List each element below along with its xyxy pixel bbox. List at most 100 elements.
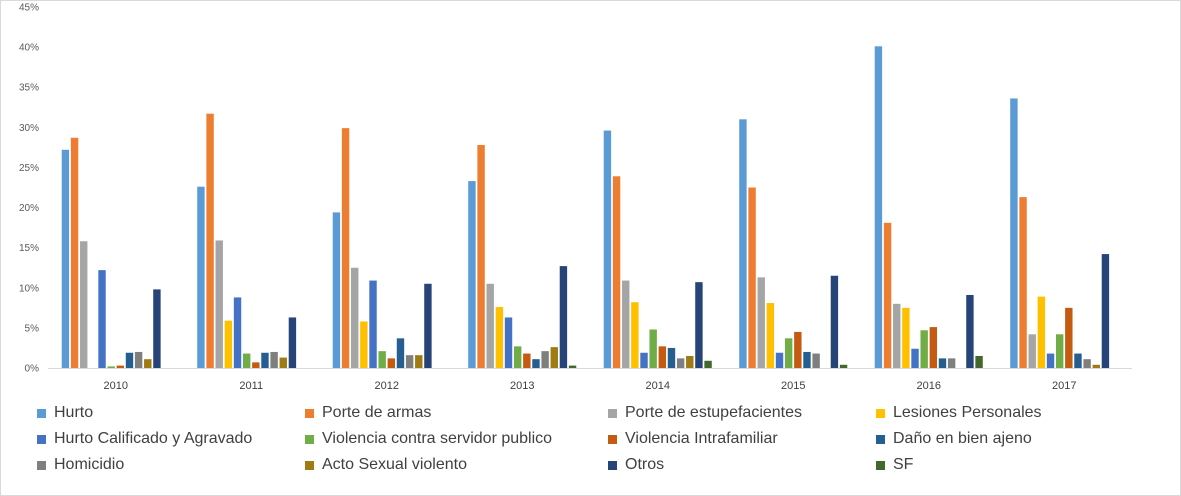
legend-swatch xyxy=(37,434,46,444)
legend-swatch xyxy=(37,460,46,470)
bar xyxy=(874,46,883,368)
y-tick-label: 5% xyxy=(25,323,40,334)
y-tick-label: 25% xyxy=(19,163,39,174)
bar xyxy=(224,320,233,368)
bar xyxy=(125,352,134,368)
bar xyxy=(631,302,639,368)
x-category-label: 2014 xyxy=(646,380,670,392)
bar xyxy=(424,283,432,368)
y-tick-label: 20% xyxy=(19,203,39,214)
bar xyxy=(920,330,928,368)
bar xyxy=(415,355,423,368)
bar xyxy=(1074,353,1082,368)
bar xyxy=(523,353,531,368)
bar xyxy=(486,283,494,368)
bar xyxy=(550,347,558,368)
x-category-label: 2011 xyxy=(239,380,263,392)
x-category-label: 2013 xyxy=(510,380,534,392)
x-category-label: 2012 xyxy=(375,380,399,392)
y-tick-label: 10% xyxy=(19,283,39,294)
bar xyxy=(270,351,278,368)
bar xyxy=(288,317,297,368)
bar xyxy=(197,186,205,368)
bar xyxy=(504,317,513,368)
bar xyxy=(622,280,630,368)
bar xyxy=(116,365,125,368)
y-tick-label: 45% xyxy=(19,3,39,14)
bar xyxy=(966,294,974,368)
legend-label: Violencia Intrafamiliar xyxy=(625,430,778,447)
bar xyxy=(1010,98,1018,368)
legend-label: Porte de armas xyxy=(322,404,432,421)
y-tick-label: 35% xyxy=(19,83,39,94)
legend-label: Homicidio xyxy=(54,456,125,473)
legend-swatch xyxy=(608,460,617,470)
legend-item: Violencia Intrafamiliar xyxy=(608,428,778,450)
legend-item: Lesiones Personales xyxy=(876,402,1042,424)
bar xyxy=(667,347,676,368)
legend-label: Violencia contra servidor publico xyxy=(322,430,553,447)
bar xyxy=(477,144,485,368)
bar xyxy=(1028,334,1036,368)
legend-item: Hurto xyxy=(37,402,93,424)
bar xyxy=(153,289,161,368)
bar xyxy=(360,321,368,368)
bar xyxy=(495,307,504,368)
x-category-label: 2015 xyxy=(781,380,805,392)
y-tick-label: 15% xyxy=(19,243,39,254)
legend-item: Otros xyxy=(608,454,664,476)
bar xyxy=(893,303,901,368)
bar xyxy=(704,360,712,368)
bar xyxy=(341,128,350,368)
y-tick-label: 0% xyxy=(25,364,40,375)
bar xyxy=(261,352,269,368)
bar xyxy=(468,181,476,368)
bar xyxy=(559,266,568,368)
bar xyxy=(739,119,747,368)
bar xyxy=(80,241,88,368)
legend-swatch xyxy=(876,460,885,470)
bar xyxy=(775,352,784,368)
bar xyxy=(61,149,70,368)
bar xyxy=(215,240,223,368)
legend-swatch xyxy=(608,434,617,444)
bar xyxy=(144,359,152,368)
bar xyxy=(1019,197,1027,368)
bar xyxy=(883,222,892,368)
bar xyxy=(766,303,775,368)
bar xyxy=(541,351,549,368)
bar xyxy=(107,366,115,368)
bar xyxy=(757,277,765,368)
bar xyxy=(603,130,612,368)
legend-item: SF xyxy=(876,454,913,476)
bar xyxy=(98,270,106,368)
axis-layer: 0% 5% 10% 15% 20% 25% 30% 35% 40% 45% 2010 2011 2012… xyxy=(19,3,1132,392)
bar xyxy=(1101,254,1110,368)
bar xyxy=(568,365,577,368)
bar xyxy=(1055,334,1064,368)
bar xyxy=(947,358,956,368)
bar xyxy=(839,364,848,368)
legend-swatch xyxy=(37,408,46,418)
bar xyxy=(1065,307,1073,368)
bar xyxy=(233,297,242,368)
bar xyxy=(911,348,919,368)
bar xyxy=(134,351,143,368)
bars-layer xyxy=(61,46,1110,368)
legend-label: Lesiones Personales xyxy=(893,404,1042,421)
x-category-label: 2016 xyxy=(917,380,941,392)
bar xyxy=(279,357,287,368)
bar xyxy=(649,329,657,368)
legend-label: Porte de estupefacientes xyxy=(625,404,803,421)
legend-item: Daño en bien ajeno xyxy=(876,428,1032,450)
bar xyxy=(794,331,802,368)
legend-label: SF xyxy=(893,456,914,473)
bar xyxy=(676,358,685,368)
legend-item: Violencia contra servidor publico xyxy=(305,428,552,450)
legend-item: Porte de estupefacientes xyxy=(608,402,802,424)
bar xyxy=(612,176,621,368)
bar xyxy=(902,307,910,368)
legend-swatch xyxy=(305,408,314,418)
bar xyxy=(640,352,648,368)
